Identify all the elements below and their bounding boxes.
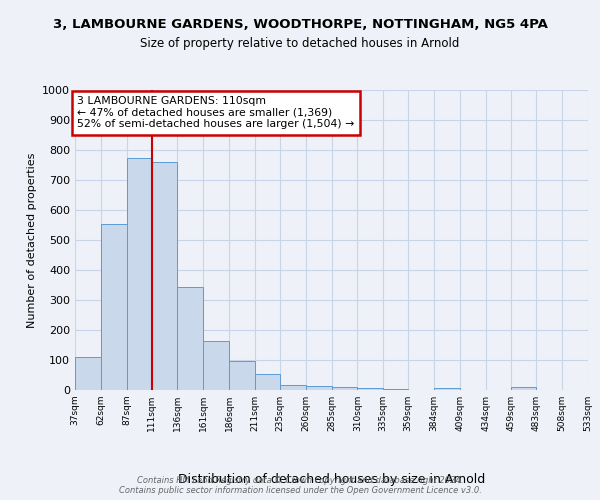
Text: Contains HM Land Registry data © Crown copyright and database right 2024.
Contai: Contains HM Land Registry data © Crown c… — [119, 476, 481, 495]
Bar — [305, 386, 331, 390]
Bar — [255, 374, 280, 390]
Bar — [434, 388, 460, 390]
Bar — [203, 341, 229, 390]
Bar — [75, 357, 101, 390]
Bar — [152, 162, 178, 390]
Bar — [101, 224, 127, 390]
Bar — [127, 158, 152, 390]
Bar — [280, 384, 305, 390]
Bar — [511, 388, 536, 390]
Text: 3, LAMBOURNE GARDENS, WOODTHORPE, NOTTINGHAM, NG5 4PA: 3, LAMBOURNE GARDENS, WOODTHORPE, NOTTIN… — [53, 18, 547, 30]
Bar — [358, 388, 383, 390]
Y-axis label: Number of detached properties: Number of detached properties — [26, 152, 37, 328]
X-axis label: Distribution of detached houses by size in Arnold: Distribution of detached houses by size … — [178, 473, 485, 486]
Bar — [229, 361, 255, 390]
Bar — [331, 387, 358, 390]
Bar — [383, 388, 408, 390]
Text: Size of property relative to detached houses in Arnold: Size of property relative to detached ho… — [140, 38, 460, 51]
Bar — [178, 286, 203, 390]
Text: 3 LAMBOURNE GARDENS: 110sqm
← 47% of detached houses are smaller (1,369)
52% of : 3 LAMBOURNE GARDENS: 110sqm ← 47% of det… — [77, 96, 355, 129]
